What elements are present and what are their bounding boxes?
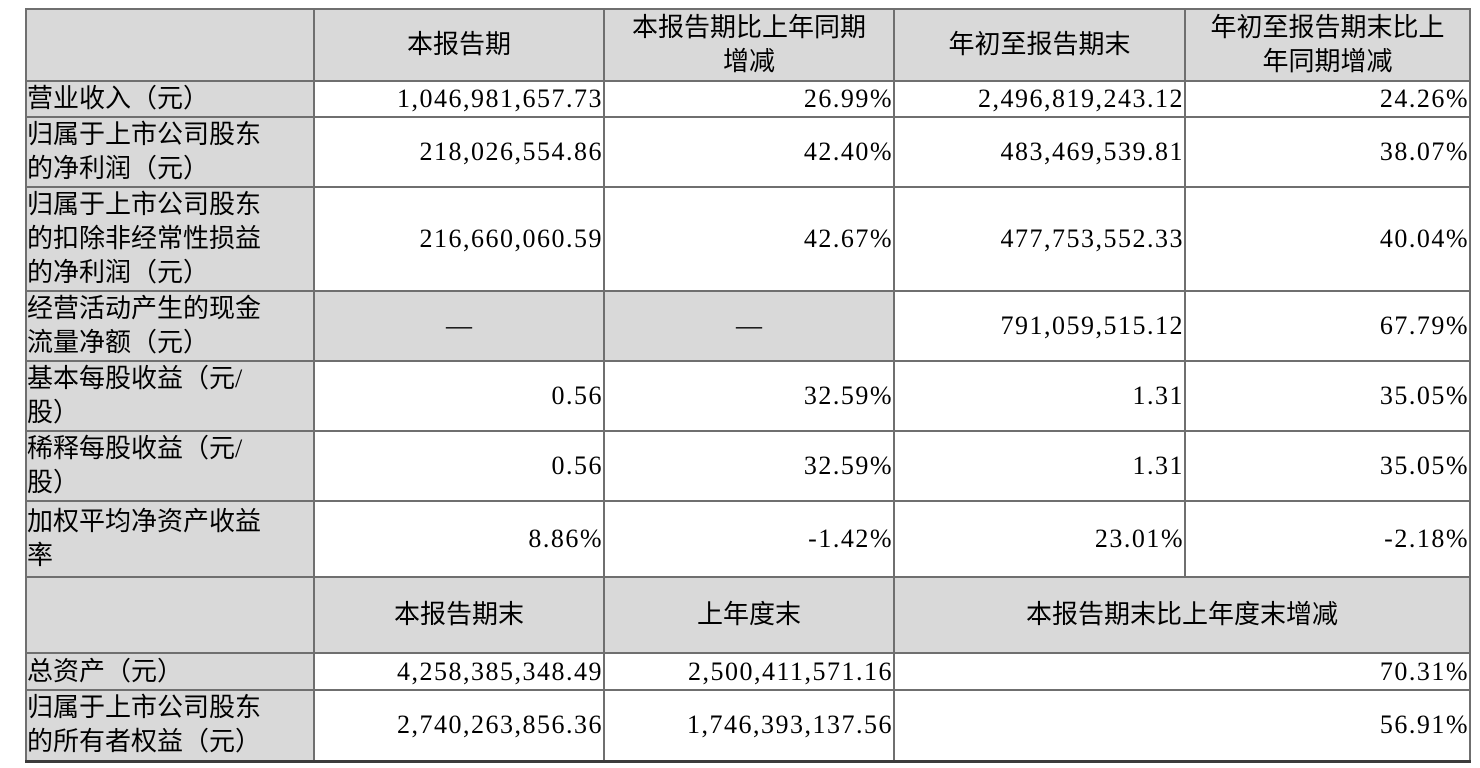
diluted-eps-current-yoy-value: 32.59% [603, 430, 895, 502]
total-assets-period-end-value: 4,258,385,348.49 [313, 652, 605, 691]
col-header-period-end-change: 本报告期末比上年度末增减 [893, 576, 1471, 654]
diluted-eps-ytd-yoy-value: 35.05% [1184, 430, 1471, 502]
table-row-operating-cash-flow: 经营活动产生的现金 流量净额（元） — — 791,059,515.12 67.… [25, 290, 1471, 362]
net-profit-excl-current-value: 216,660,060.59 [313, 186, 605, 292]
net-profit-ytd-value: 483,469,539.81 [893, 116, 1186, 188]
table-row-revenue: 营业收入（元） 1,046,981,657.73 26.99% 2,496,81… [25, 80, 1471, 118]
basic-eps-current-value: 0.56 [313, 360, 605, 432]
weighted-avg-roe-ytd-yoy-value: -2.18% [1184, 500, 1471, 578]
operating-cash-flow-current-dash: — [313, 290, 605, 362]
table-row-net-profit: 归属于上市公司股东 的净利润（元） 218,026,554.86 42.40% … [25, 116, 1471, 188]
net-profit-label: 归属于上市公司股东 的净利润（元） [25, 116, 315, 188]
col-header-current-period-yoy: 本报告期比上年同期 增减 [603, 8, 895, 82]
table-row-diluted-eps: 稀释每股收益（元/ 股） 0.56 32.59% 1.31 35.05% [25, 430, 1471, 502]
net-profit-excl-ytd-value: 477,753,552.33 [893, 186, 1186, 292]
revenue-label: 营业收入（元） [25, 80, 315, 118]
header-row-period: 本报告期 本报告期比上年同期 增减 年初至报告期末 年初至报告期末比上 年同期增… [25, 8, 1471, 82]
table-row-net-profit-excl-nonrecurring: 归属于上市公司股东 的扣除非经常性损益 的净利润（元） 216,660,060.… [25, 186, 1471, 292]
col-header-prior-year-end: 上年度末 [603, 576, 895, 654]
weighted-avg-roe-current-value: 8.86% [313, 500, 605, 578]
basic-eps-ytd-yoy-value: 35.05% [1184, 360, 1471, 432]
net-profit-excl-label: 归属于上市公司股东 的扣除非经常性损益 的净利润（元） [25, 186, 315, 292]
equity-period-end-value: 2,740,263,856.36 [313, 689, 605, 762]
diluted-eps-current-value: 0.56 [313, 430, 605, 502]
col-header-period-end: 本报告期末 [313, 576, 605, 654]
net-profit-excl-ytd-yoy-value: 40.04% [1184, 186, 1471, 292]
col-header-ytd-yoy: 年初至报告期末比上 年同期增减 [1184, 8, 1471, 82]
operating-cash-flow-ytd-value: 791,059,515.12 [893, 290, 1186, 362]
diluted-eps-label: 稀释每股收益（元/ 股） [25, 430, 315, 502]
equity-change-value: 56.91% [893, 689, 1471, 762]
net-profit-excl-current-yoy-value: 42.67% [603, 186, 895, 292]
header-blank-cell [25, 8, 315, 82]
header2-blank-cell [25, 576, 315, 654]
weighted-avg-roe-label: 加权平均净资产收益 率 [25, 500, 315, 578]
operating-cash-flow-current-yoy-dash: — [603, 290, 895, 362]
operating-cash-flow-ytd-yoy-value: 67.79% [1184, 290, 1471, 362]
weighted-avg-roe-current-yoy-value: -1.42% [603, 500, 895, 578]
total-assets-label: 总资产（元） [25, 652, 315, 691]
header-row-period-end: 本报告期末 上年度末 本报告期末比上年度末增减 [25, 576, 1471, 654]
col-header-current-period: 本报告期 [313, 8, 605, 82]
table-row-equity: 归属于上市公司股东 的所有者权益（元） 2,740,263,856.36 1,7… [25, 689, 1471, 762]
net-profit-current-yoy-value: 42.40% [603, 116, 895, 188]
equity-label: 归属于上市公司股东 的所有者权益（元） [25, 689, 315, 762]
revenue-current-value: 1,046,981,657.73 [313, 80, 605, 118]
net-profit-ytd-yoy-value: 38.07% [1184, 116, 1471, 188]
table-row-weighted-avg-roe: 加权平均净资产收益 率 8.86% -1.42% 23.01% -2.18% [25, 500, 1471, 578]
basic-eps-label: 基本每股收益（元/ 股） [25, 360, 315, 432]
revenue-current-yoy-value: 26.99% [603, 80, 895, 118]
net-profit-current-value: 218,026,554.86 [313, 116, 605, 188]
basic-eps-current-yoy-value: 32.59% [603, 360, 895, 432]
total-assets-prior-year-end-value: 2,500,411,571.16 [603, 652, 895, 691]
revenue-ytd-value: 2,496,819,243.12 [893, 80, 1186, 118]
operating-cash-flow-label: 经营活动产生的现金 流量净额（元） [25, 290, 315, 362]
revenue-ytd-yoy-value: 24.26% [1184, 80, 1471, 118]
equity-prior-year-end-value: 1,746,393,137.56 [603, 689, 895, 762]
diluted-eps-ytd-value: 1.31 [893, 430, 1186, 502]
total-assets-change-value: 70.31% [893, 652, 1471, 691]
table-row-total-assets: 总资产（元） 4,258,385,348.49 2,500,411,571.16… [25, 652, 1471, 691]
weighted-avg-roe-ytd-value: 23.01% [893, 500, 1186, 578]
basic-eps-ytd-value: 1.31 [893, 360, 1186, 432]
col-header-ytd: 年初至报告期末 [893, 8, 1186, 82]
financial-summary-table: 本报告期 本报告期比上年同期 增减 年初至报告期末 年初至报告期末比上 年同期增… [25, 8, 1471, 763]
table-row-basic-eps: 基本每股收益（元/ 股） 0.56 32.59% 1.31 35.05% [25, 360, 1471, 432]
